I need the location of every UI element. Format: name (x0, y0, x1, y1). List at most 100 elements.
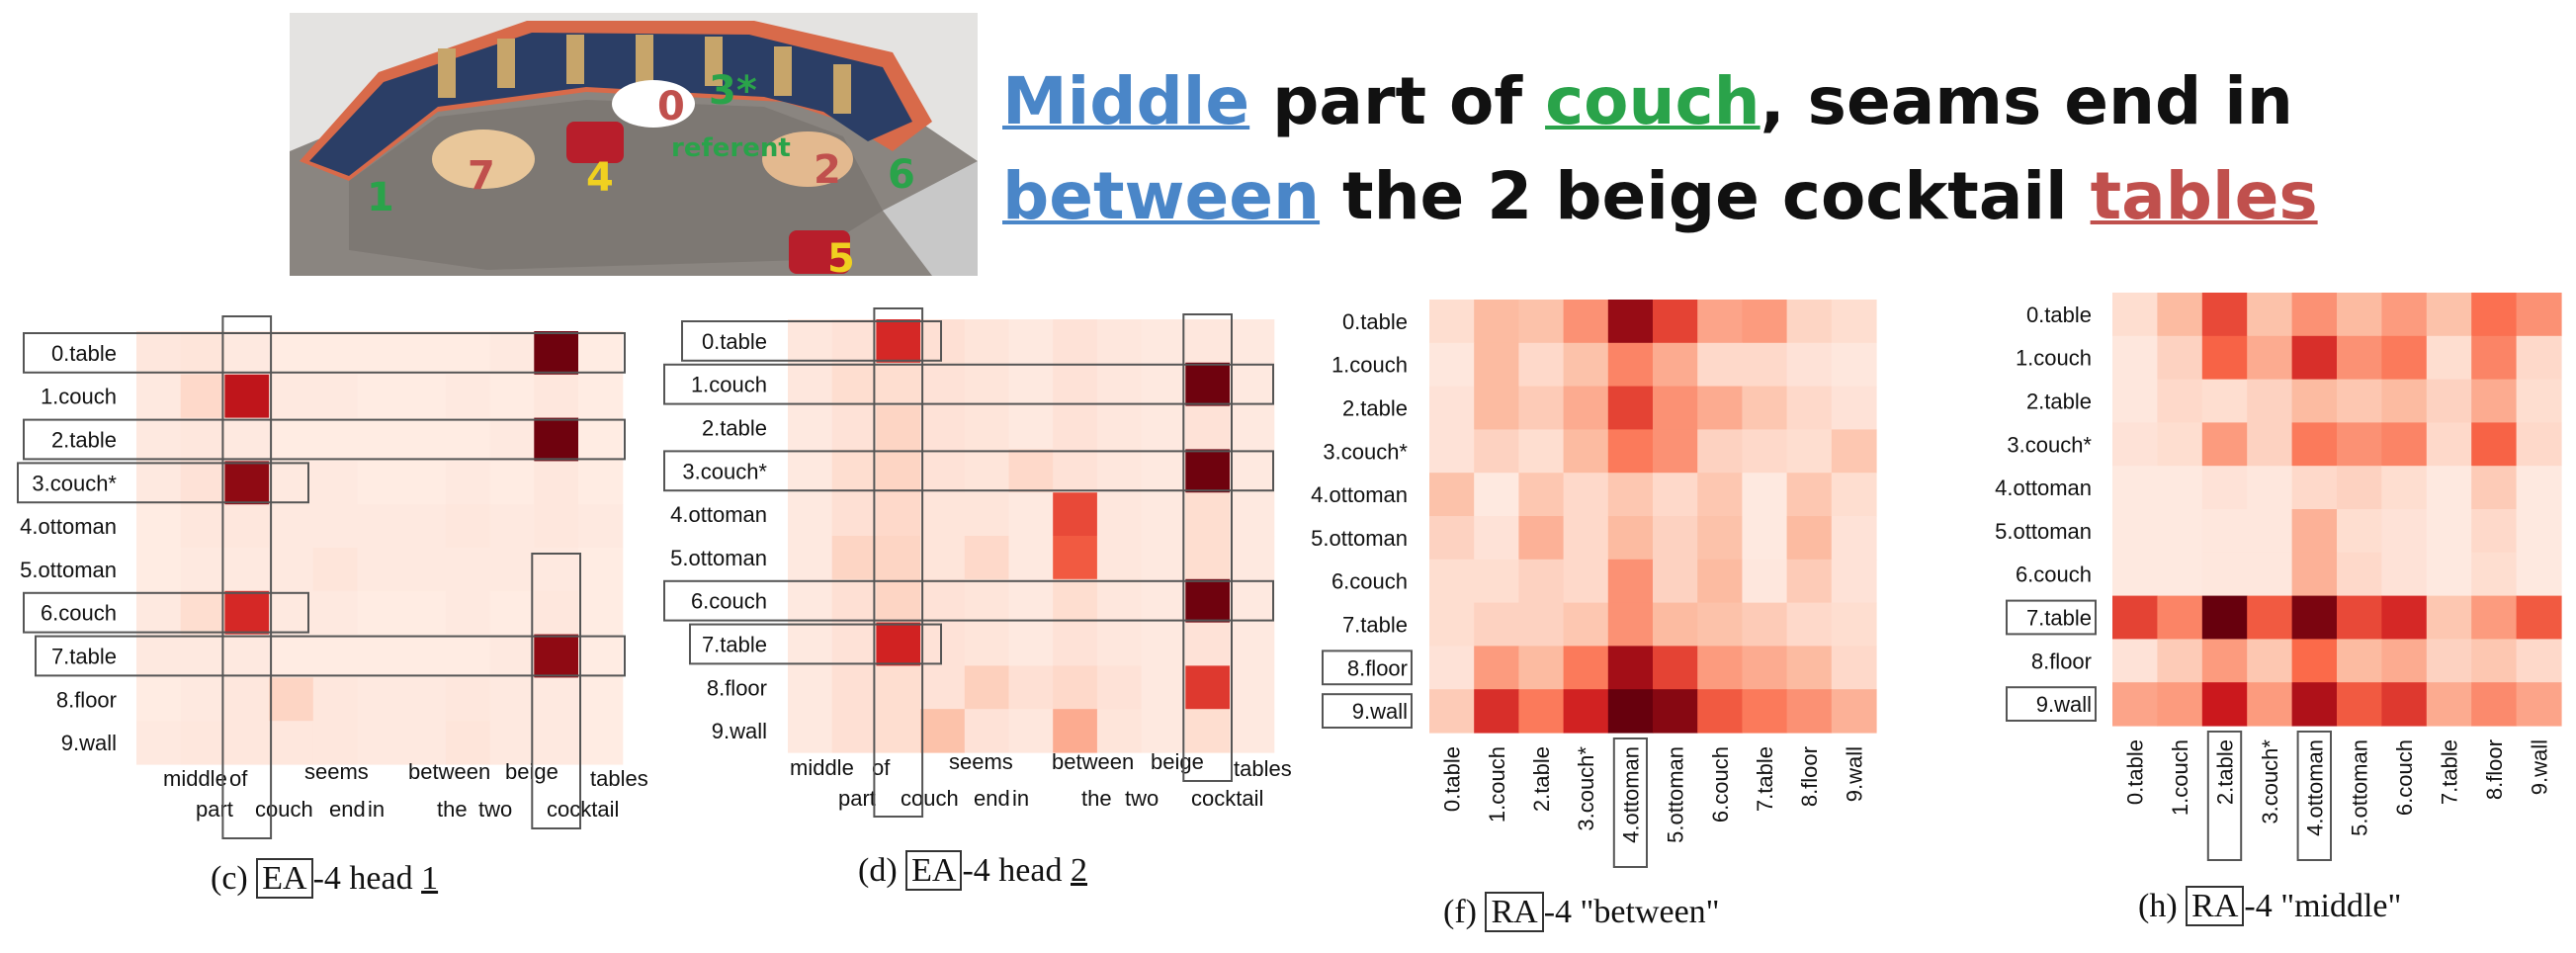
heatmap-h-cell (2112, 552, 2158, 597)
heatmap-c-row-label: 2.table (51, 428, 117, 453)
heatmap-d-cell (1008, 622, 1054, 666)
heatmap-h-cell (2381, 552, 2428, 597)
heatmap-h-cell (2157, 335, 2203, 381)
heatmap-f-cell (1429, 386, 1475, 430)
heatmap-h-col-label: 2.table (2213, 739, 2238, 805)
heatmap-c-cell (401, 721, 447, 765)
heatmap-c-cell (224, 634, 270, 678)
heatmap-h-cell (2426, 682, 2472, 727)
heatmap-d-cell (1230, 709, 1275, 753)
heatmap-d-word-label: cocktail (1191, 786, 1263, 811)
highlight-box (1322, 693, 1413, 730)
heatmap-c-cell (445, 677, 491, 722)
heatmap-f-cell (1742, 602, 1788, 647)
scene-label-5: 5 (827, 236, 855, 276)
heatmap-h-cell (2337, 335, 2382, 381)
heatmap-h-col-label: 0.table (2123, 739, 2148, 805)
heatmap-h-cell (2337, 422, 2382, 467)
heatmap-h-cell (2471, 335, 2518, 381)
heatmap-d-cell (964, 362, 1010, 407)
heatmap-c-cell (224, 504, 270, 549)
heatmap-d-cell (1230, 405, 1275, 450)
heatmap-d-cell (1185, 362, 1231, 407)
heatmap-c-cell (401, 548, 447, 592)
heatmap-c-cell (534, 417, 579, 462)
heatmap-d-cell (1096, 362, 1143, 407)
heatmap-f-cell (1786, 602, 1833, 647)
heatmap-c-cell (136, 504, 182, 549)
heatmap-h-cell (2426, 639, 2472, 683)
heatmap-f-cell (1607, 602, 1654, 647)
heatmap-h-cell (2426, 552, 2472, 597)
heatmap-d-cell (1096, 578, 1143, 624)
heatmap-h-cell (2516, 422, 2562, 467)
heatmap-h-cell (2516, 595, 2562, 640)
heatmap-c-cell (357, 417, 402, 462)
heatmap-f-row-label: 6.couch (1331, 569, 1408, 594)
heatmap-h-cell (2291, 335, 2338, 381)
heatmap-f-col-label: 0.table (1440, 746, 1465, 812)
heatmap-f-cell (1474, 300, 1519, 344)
heatmap-h-cell (2337, 293, 2382, 337)
heatmap-d-cell (920, 665, 966, 710)
heatmap-f-cell (1474, 386, 1519, 430)
heatmap-d-cell (1008, 492, 1054, 537)
heatmap-f-cell (1518, 473, 1565, 517)
heatmap-h-col-label: 4.ottoman (2302, 739, 2327, 836)
heatmap-d-cell (876, 319, 921, 364)
heatmap-d-cell (1185, 578, 1231, 624)
heatmap-c-cell (357, 677, 402, 722)
heatmap-c-cell (489, 677, 535, 722)
heatmap-c-cell (269, 677, 314, 722)
heatmap-f-cell (1563, 646, 1609, 690)
heatmap-h-cell (2471, 466, 2518, 510)
heatmap-d-cell (920, 709, 966, 753)
heatmap-d-cell (1096, 492, 1143, 537)
highlight-box (681, 320, 942, 362)
heatmap-c-word-label: of (229, 766, 248, 791)
heatmap-c-cell (445, 548, 491, 592)
heatmap-f-cell (1786, 342, 1833, 388)
heatmap-c-word-label: couch (255, 797, 313, 822)
heatmap-d-cell (1230, 665, 1275, 710)
referring-sentence: Middle part of couch, seams end in betwe… (1002, 54, 2564, 244)
heatmap-h-cell (2381, 335, 2428, 381)
heatmap-h-cell (2112, 639, 2158, 683)
heatmap-d-cell (788, 709, 833, 753)
heatmap-h-cell (2516, 682, 2562, 727)
heatmap-h-col-label: 6.couch (2392, 739, 2417, 816)
heatmap-f-cell (1653, 342, 1698, 388)
scene-label-4: 4 (586, 155, 614, 201)
heatmap-c-cell (269, 374, 314, 419)
heatmap-c-cell (357, 634, 402, 678)
heatmap-f-row-label: 7.table (1342, 613, 1408, 638)
heatmap-h-cell (2247, 639, 2293, 683)
heatmap-d-cell (1230, 449, 1275, 493)
heatmap-f-cell (1474, 646, 1519, 690)
heatmap-d: 0.table 1.couch 2.table 3.couch* 4.ottoman 5.… (663, 307, 1292, 818)
heatmap-f-cell (1518, 342, 1565, 388)
heatmap-d-cell (1141, 665, 1186, 710)
heatmap-d-cell (1141, 405, 1186, 450)
heatmap-f-cell (1697, 689, 1743, 734)
heatmap-h-cell (2157, 293, 2203, 337)
heatmap-f-cell (1563, 473, 1609, 517)
heatmap-c-cell (136, 461, 182, 505)
sentence-plain-1: part of (1249, 63, 1546, 139)
heatmap-h-cell (2247, 552, 2293, 597)
heatmap-d-word-label: tables (1234, 756, 1292, 781)
heatmap-c-cell (401, 504, 447, 549)
highlight-box (1612, 737, 1649, 868)
heatmap-d-cell (876, 665, 921, 710)
caption-f: (f) RA -4 "between" (1443, 892, 1720, 932)
heatmap-h-cell (2426, 595, 2472, 640)
heatmap-f-cell (1429, 300, 1475, 344)
heatmap-f-cell (1697, 602, 1743, 647)
heatmap-c-cell (445, 504, 491, 549)
heatmap-f-cell (1429, 429, 1475, 474)
heatmap-c-cell (180, 590, 225, 636)
heatmap-h-cell (2201, 466, 2248, 510)
heatmap-c-cell (180, 548, 225, 592)
heatmap-h-cell (2381, 422, 2428, 467)
